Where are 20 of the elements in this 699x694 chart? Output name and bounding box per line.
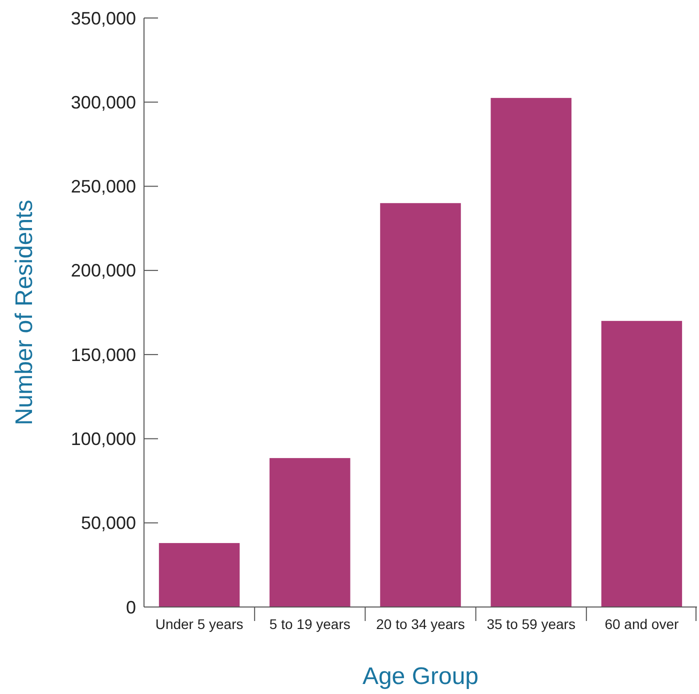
bar bbox=[380, 203, 461, 607]
x-axis-title: Age Group bbox=[362, 663, 479, 690]
x-tick-label: 5 to 19 years bbox=[269, 616, 350, 632]
x-tick-label: 60 and over bbox=[604, 616, 680, 632]
x-tick-label: 35 to 59 years bbox=[486, 616, 576, 632]
y-tick-label: 300,000 bbox=[70, 92, 136, 112]
bar bbox=[270, 458, 350, 607]
y-tick-label: 0 bbox=[126, 597, 136, 618]
y-tick-label: 150,000 bbox=[70, 344, 136, 365]
y-tick-label: 350,000 bbox=[70, 8, 136, 28]
x-tick-label: 20 to 34 years bbox=[376, 616, 465, 632]
y-tick-label: 100,000 bbox=[70, 429, 136, 450]
y-axis-title: Number of Residents bbox=[11, 200, 38, 426]
bar bbox=[158, 543, 240, 607]
y-tick-label: 50,000 bbox=[80, 513, 136, 534]
bar bbox=[601, 320, 682, 607]
y-tick-label: 200,000 bbox=[70, 260, 136, 281]
x-tick-label: Under 5 years bbox=[155, 616, 244, 632]
y-tick-label: 250,000 bbox=[70, 176, 136, 197]
bar bbox=[490, 98, 572, 607]
